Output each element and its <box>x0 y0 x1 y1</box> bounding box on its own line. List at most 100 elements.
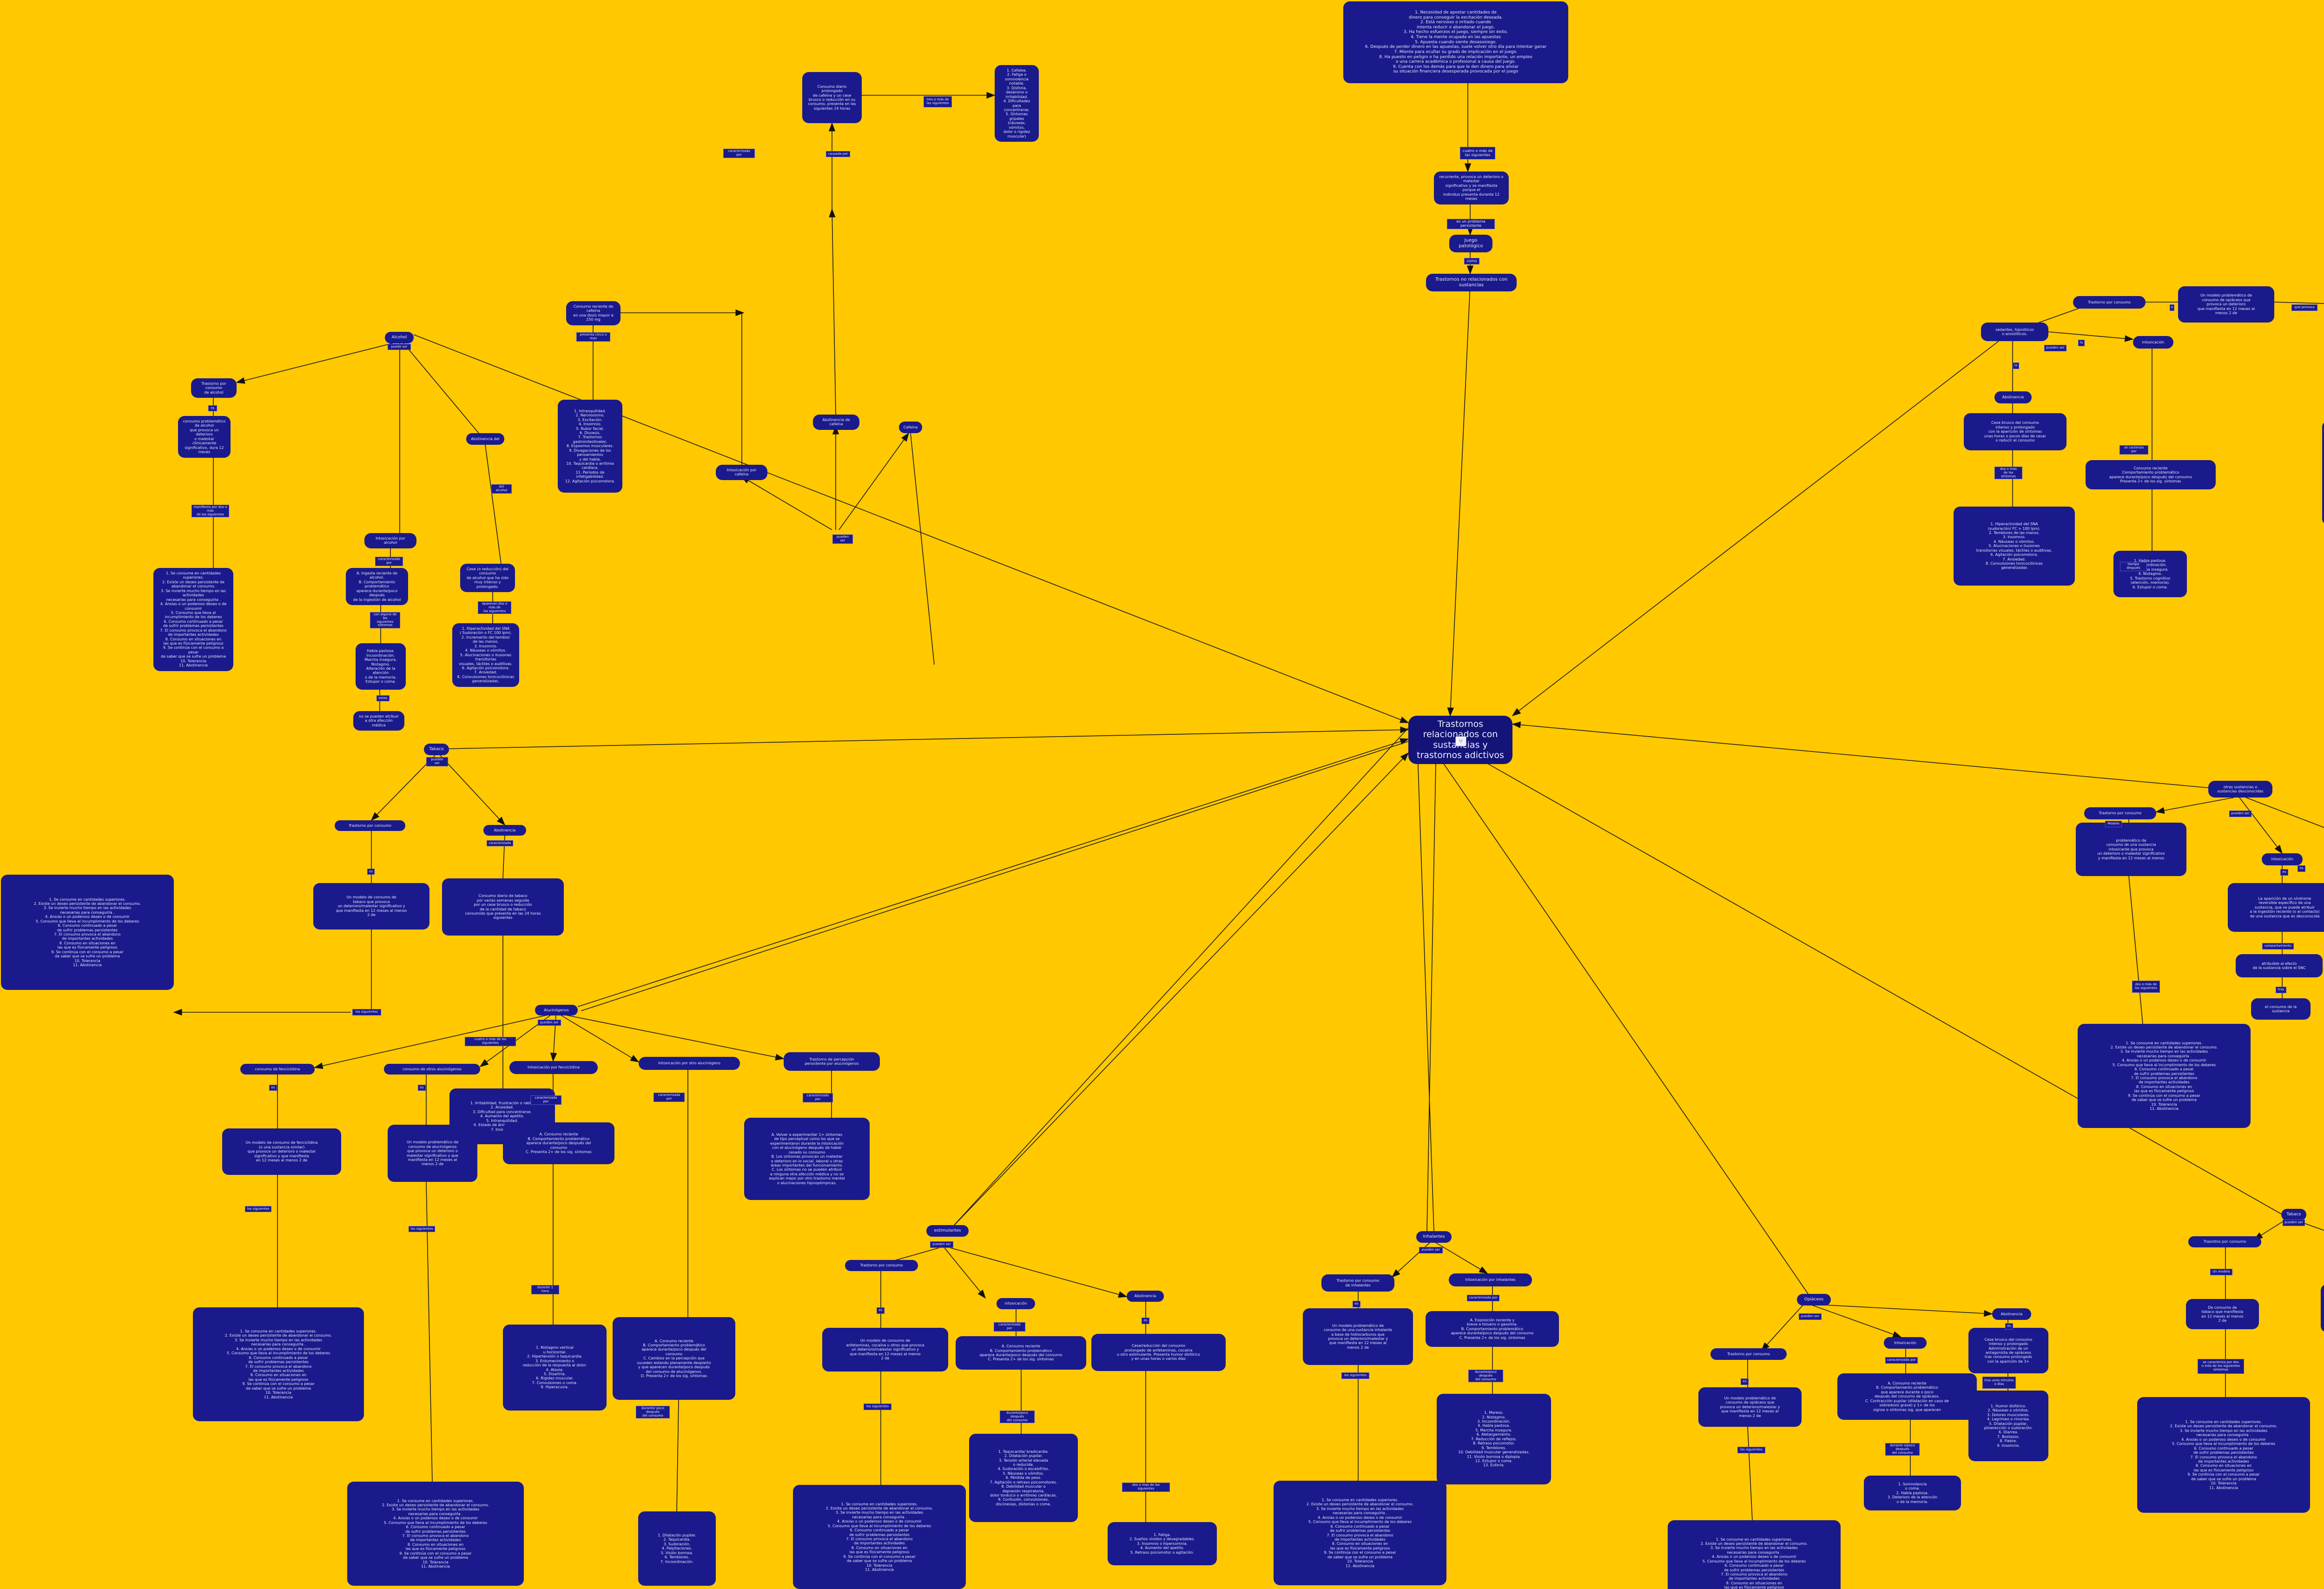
node-sedantes-intox-sintomas[interactable]: 1. Habla pastosa. 2. Incoordinación. 3. … <box>2113 551 2187 597</box>
node-opiaceos-intoxicacion[interactable]: Intoxicación <box>1884 1337 1927 1349</box>
node-alcohol-abstinencia-sintomas[interactable]: 1. Hiperactividad del SNA ( Sudoración o… <box>452 623 519 687</box>
link-label-caracterizada-fenciclidina[interactable]: caracterizada por <box>530 1095 561 1105</box>
link-label-dos-mas-sintomas-sedantes[interactable]: dos o mas de los síntomas <box>1994 467 2022 480</box>
link-label-estos[interactable]: estos <box>376 695 390 701</box>
node-tabaco-der-modelo[interactable]: De consumo de tabaco que manifiesta en 1… <box>2186 1299 2259 1329</box>
link-label-puede-ser-alcohol[interactable]: puede ser <box>388 344 411 350</box>
link-label-es-otras-abst[interactable]: es <box>2298 865 2305 872</box>
link-label-los-siguientes-estimulantes[interactable]: los siguientes <box>864 1404 891 1410</box>
node-otro-alucinogeno-sintomas[interactable]: 1. Dilatación pupilar. 2. Taquicardia. 3… <box>638 1511 716 1586</box>
link-label-los-siguientes-inhalantes[interactable]: los siguientes <box>1341 1372 1369 1379</box>
node-cafeina-abstinencia-definicion[interactable]: Consumo diario prolongado de cafeína y u… <box>802 72 862 123</box>
link-label-es-abstinencia-opiaceos[interactable]: es <box>2005 1323 2013 1330</box>
node-inhalantes-intox-sintomas[interactable]: 1. Mareos. 2. Nistagmo. 3. Incoordinació… <box>1437 1394 1551 1484</box>
link-label-tras-minutos-dias[interactable]: tras unos minutos o días <box>1982 1377 2016 1389</box>
node-tabaco-der-abstinencia-def[interactable]: Consumo diario de tabaco por varias sema… <box>2321 1284 2324 1332</box>
node-sedantes-trastorno[interactable]: Trastorno por consumo <box>2073 296 2146 309</box>
node-otras-modelo-problematico[interactable]: problemático de consumo de una sustancia… <box>2076 823 2186 876</box>
link-label-durante-poco-opiaceos[interactable]: durante o/poco después del consumo <box>1885 1443 1920 1456</box>
node-sedantes-cese-def[interactable]: Cese brusco del consumo intenso y prolon… <box>1964 413 2067 450</box>
link-label-del-alcohol[interactable]: del alcohol <box>491 484 512 494</box>
link-label-cuatro-o-mas-juego[interactable]: cuatro o más de las siguientes <box>1460 147 1495 159</box>
link-label-comportamiento-otras[interactable]: comportamiento <box>2262 943 2294 949</box>
node-abstinencia-de-cafeina[interactable]: Abstinencia de cafeína <box>813 415 859 430</box>
link-label-pueden-ser-sedantes[interactable]: pueden ser <box>2044 345 2067 351</box>
node-estimulantes-intoxicacion[interactable]: intoxicación <box>997 1298 1035 1309</box>
node-inhalantes-criterios[interactable]: 1. Se consume en cantidades superiores. … <box>1274 1481 1446 1585</box>
link-label-caracterizada-tabaco-izq[interactable]: caracterizada <box>487 840 513 846</box>
node-opiaceos-abstinencia-sintomas[interactable]: 1. Humor disfórico. 2. Náuseas o vómitos… <box>1968 1391 2048 1461</box>
node-opiaceos-intox-criterios[interactable]: A. Consumo reciente B. Comportamiento pr… <box>1837 1373 1977 1420</box>
node-percepcion-persistente-criterios[interactable]: A. Volver a experimentar 1+ síntomas de … <box>744 1118 870 1200</box>
link-label-como[interactable]: como <box>1464 258 1479 264</box>
link-label-cuatro-mas-tabaco-izq[interactable]: cuatro o más de los siguientes <box>465 1037 516 1046</box>
link-label-es-inhalantes[interactable]: es <box>1353 1301 1360 1307</box>
node-otros-alucinogenos-criterios[interactable]: 1. Se consume en cantidades superiores. … <box>347 1482 524 1586</box>
link-label-modelo-otras[interactable]: Modelo <box>2105 821 2122 827</box>
link-label-los-siguientes-fenciclidina[interactable]: los siguientes <box>245 1206 271 1212</box>
node-estimulantes-abstinencia[interactable]: Abstinencia <box>1127 1291 1164 1302</box>
link-label-la-intoxicacion[interactable]: la <box>2078 340 2085 346</box>
link-label-es-fenciclidina[interactable]: es <box>269 1085 277 1091</box>
link-label-durante-poco-estimulantes[interactable]: durante/poco después del consumo <box>1000 1411 1035 1424</box>
link-label-problema-persistente[interactable]: es un problema persistente <box>1447 219 1495 229</box>
node-otras-consumo-sustancia[interactable]: el consumo de la sustancia <box>2251 998 2311 1020</box>
node-tabaco-der-criterios[interactable]: 1. Se consume en cantidades superiores. … <box>2137 1397 2310 1513</box>
link-label-tres-o-mas-cafeina[interactable]: tres o más de las siguientes <box>924 96 952 107</box>
node-opiaceos-criterios[interactable]: 1. Se consume en cantidades superiores. … <box>1668 1520 1841 1589</box>
link-label-caracterizada-inhalantes[interactable]: caracterizada por <box>1467 1295 1499 1301</box>
link-label-la-abstinencia-sedantes[interactable]: la <box>2013 363 2019 369</box>
node-estimulantes-criterios[interactable]: 1. Se consume en cantidades superiores. … <box>793 1485 966 1589</box>
node-fenciclidina-intox-criterios[interactable]: A. Consumo reciente B. Comportamiento pr… <box>503 1122 614 1164</box>
node-tabaco-izq-criterios[interactable]: 1. Se consume en cantidades superiores. … <box>1 875 174 990</box>
link-label-un-modelo-tabaco-der[interactable]: Un modelo <box>2210 1269 2232 1275</box>
link-label-manifiesta-dos-mas[interactable]: manifiesta por dos o más de las siguient… <box>191 505 229 518</box>
node-opiaceos-modelo[interactable]: Un modelo problemático de consumo de opi… <box>1698 1387 1802 1427</box>
link-label-tiempo-despues[interactable]: tiempo después <box>2120 562 2147 571</box>
node-tabaco-izq-abstinencia[interactable]: Abstinencia <box>483 825 526 836</box>
node-otras-intox-definicion[interactable]: La aparición de un síndrome reversible e… <box>2228 883 2324 932</box>
node-intoxicacion-por-alcohol[interactable]: Intoxicación por alcohol <box>364 533 416 548</box>
link-label-es-otros-alucinogenos[interactable]: es <box>418 1085 426 1091</box>
node-estimulantes-trastorno[interactable]: Trastorno por consumo <box>845 1260 918 1271</box>
node-inhalantes-modelo[interactable]: Un modelo problemático de consumo de una… <box>1303 1308 1413 1365</box>
node-tabaco-izq-abstinencia-def[interactable]: Consumo diario de tabaco por varias sema… <box>442 878 564 936</box>
link-label-pueden-ser-estimulantes[interactable]: pueden ser <box>930 1241 953 1248</box>
link-label-es-estimulantes[interactable]: es <box>877 1307 885 1314</box>
node-alcohol-intoxicacion-sintomas[interactable]: Habla pastosa. Incoordinación. Marcha in… <box>356 643 406 690</box>
link-label-que-provoca-sedantes[interactable]: que provoca <box>2291 304 2317 311</box>
link-label-los-siguientes-otros-aluc[interactable]: los siguientes <box>409 1226 435 1232</box>
node-sedantes-intoxicacion[interactable]: intoxicación <box>2133 336 2173 349</box>
node-inhalantes-trastorno[interactable]: Trastorno por consumo de inhalantes <box>1321 1274 1394 1292</box>
node-alcohol-no-atribuir[interactable]: no se pueden atribuir a otra afección mé… <box>353 711 404 731</box>
node-cafeina-consumo-reciente[interactable]: Consumo reciente de cafeína en una dosis… <box>566 301 621 325</box>
link-label-los-siguientes-tabaco-izq[interactable]: los siguientes <box>352 1009 381 1015</box>
node-otras-trastorno[interactable]: Trastorno por consumo <box>2084 807 2156 819</box>
node-consumo-de-fenciclidina[interactable]: consumo de fenciclidina <box>240 1064 315 1075</box>
link-label-caracterizada-estimulantes[interactable]: caracterizada por <box>994 1322 1025 1332</box>
node-sedantes-abstinencia[interactable]: Abstinencia <box>1994 391 2032 403</box>
node-tabaco-izq-trastorno[interactable]: Trastorno por consumo <box>335 820 405 831</box>
link-label-caracterizada-otro-aluc[interactable]: caracterizada por <box>654 1093 685 1102</box>
node-opiaceos-trastorno[interactable]: Trastorno por consumo <box>1710 1348 1787 1360</box>
link-label-es-abstinencia-estimulantes[interactable]: es <box>1142 1318 1149 1324</box>
link-label-presenta-cinco[interactable]: presenta cinco o mas <box>576 332 610 342</box>
link-label-pueden-ser-opiaceos[interactable]: pueden ser <box>1799 1313 1822 1320</box>
link-label-los-siguientes-opiaceos[interactable]: los siguientes <box>1737 1447 1765 1453</box>
link-label-caracterizada-opiaceos[interactable]: caracterizada por <box>1885 1357 1918 1364</box>
node-tabaco-derecha[interactable]: Tabaco <box>2281 1209 2306 1220</box>
node-alcohol-intoxicacion-criterios[interactable]: A. Ingesta reciente de alcohol. B. Compo… <box>346 568 408 606</box>
node-cafeina[interactable]: Cafeína <box>899 422 922 433</box>
node-gambling-criteria[interactable]: 1. Necesidad de apostar cantidades de di… <box>1343 1 1568 83</box>
node-estimulantes-abstinencia-def[interactable]: Cese/reducción del consumo prolongado de… <box>1091 1334 1226 1371</box>
node-otros-alucinogenos-modelo[interactable]: Un modelo problemático de consumo de alu… <box>388 1125 477 1182</box>
node-intoxicacion-por-otro-alucinogeno[interactable]: Intoxicación por otro alucinógeno <box>639 1057 740 1070</box>
node-estimulantes[interactable]: estimulantes <box>926 1225 969 1237</box>
node-otro-alucinogeno-abcd[interactable]: A. Consumo reciente B. Comportamiento pr… <box>613 1317 735 1400</box>
hierarchy-icon[interactable]: ⑂ <box>1455 736 1466 746</box>
node-alcohol[interactable]: Alcohol <box>385 332 414 343</box>
link-label-durante-poco-inhalantes[interactable]: durante/poco después del consumo <box>1468 1370 1503 1383</box>
link-label-tras-otras[interactable]: tras <box>2276 987 2286 993</box>
node-abstinencia-del-alcohol[interactable]: Abstinencia del <box>466 433 504 445</box>
node-trastornos-no-relacionados-sustancias[interactable]: Trastornos no relacionados con sustancia… <box>1426 274 1517 291</box>
